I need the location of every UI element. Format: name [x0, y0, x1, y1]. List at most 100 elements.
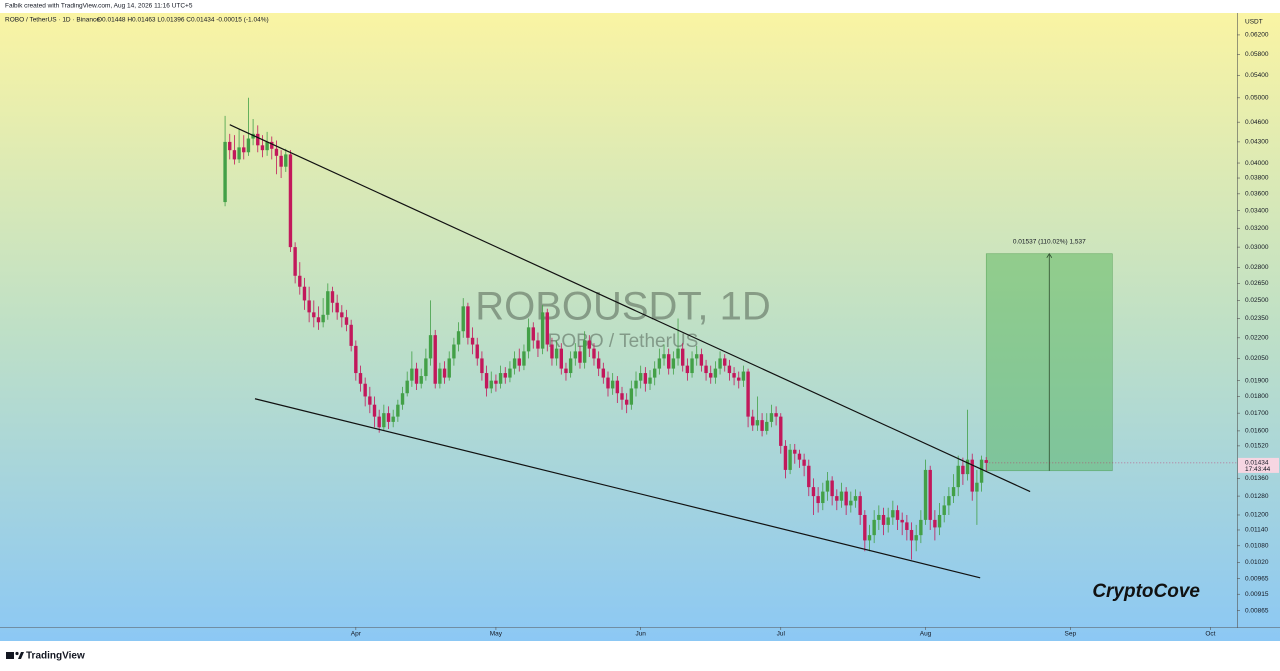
candle-body — [242, 147, 246, 153]
candle-body — [382, 413, 386, 428]
y-tick-label: 0.06200 — [1245, 32, 1269, 39]
candle-body — [783, 445, 788, 470]
candle-body — [933, 519, 937, 528]
candle-body — [928, 469, 932, 520]
candle-body — [704, 365, 708, 374]
candle-body — [284, 154, 288, 167]
candle-body — [335, 302, 339, 313]
candle-body — [582, 340, 587, 363]
candle-body — [881, 514, 886, 525]
candle-body — [461, 306, 465, 332]
candle-body — [652, 368, 657, 378]
y-tick-label: 0.01200 — [1245, 512, 1269, 519]
candle-body — [279, 155, 283, 167]
candle-body — [788, 449, 792, 470]
candle-body — [872, 519, 876, 536]
candle-body — [540, 312, 545, 349]
candle-body — [578, 351, 582, 363]
candle-body — [503, 373, 507, 378]
candle-body — [746, 371, 750, 417]
candle-body — [405, 380, 409, 394]
candle-body — [246, 138, 251, 153]
candle-body — [456, 331, 461, 345]
candle-body — [779, 416, 783, 446]
y-tick-label: 0.03200 — [1245, 225, 1269, 232]
y-tick-label: 0.01800 — [1245, 393, 1269, 400]
candle-body — [428, 335, 433, 359]
candle-body — [396, 404, 400, 417]
y-tick-label: 0.00865 — [1245, 607, 1269, 614]
candle-body — [657, 358, 662, 369]
candle-body — [564, 368, 568, 374]
candle-body — [816, 496, 820, 504]
y-tick-label: 0.04600 — [1245, 119, 1269, 126]
candle-body — [559, 348, 563, 369]
candle-body — [498, 373, 503, 384]
y-tick-label: 0.03600 — [1245, 191, 1269, 198]
candle-body — [508, 368, 512, 378]
candle-body — [956, 465, 960, 488]
candle-body — [681, 348, 685, 366]
candle-body — [615, 380, 620, 394]
candle-body — [643, 373, 648, 384]
candle-body — [905, 522, 909, 530]
candle-body — [732, 373, 736, 378]
y-tick-label: 0.02050 — [1245, 355, 1269, 362]
candle-body — [326, 291, 330, 315]
candle-body — [662, 354, 666, 359]
candle-body — [568, 358, 573, 374]
candle-body — [438, 368, 442, 384]
candle-body — [228, 141, 232, 151]
candle-body — [774, 413, 778, 417]
candle-body — [592, 348, 596, 359]
candle-body — [923, 469, 928, 520]
candle-body — [573, 351, 578, 359]
candle-body — [886, 517, 890, 525]
candle-body — [223, 141, 227, 203]
candle-body — [265, 141, 269, 151]
y-tick-label: 0.01520 — [1245, 443, 1269, 450]
y-tick-label: 0.02350 — [1245, 315, 1269, 322]
candle-body — [629, 388, 634, 405]
candle-body — [368, 396, 372, 405]
candle-body — [699, 354, 704, 366]
candle-body — [713, 368, 718, 378]
candle-body — [312, 312, 316, 318]
measure-label: 0.01537 (110.02%) 1,537 — [1013, 238, 1086, 245]
y-tick-label: 0.00915 — [1245, 591, 1269, 598]
candle-body — [709, 373, 713, 378]
candle-body — [601, 368, 606, 378]
last-price-box — [1238, 457, 1279, 473]
candle-body — [414, 368, 419, 384]
y-tick-label: 0.01080 — [1245, 542, 1269, 549]
candle-body — [755, 420, 760, 426]
y-tick-label: 0.03000 — [1245, 244, 1269, 251]
candle-body — [947, 496, 951, 506]
candle-body — [517, 358, 521, 366]
candle-body — [288, 154, 293, 248]
candle-body — [853, 496, 858, 501]
candle-body — [536, 340, 540, 349]
y-tick-label: 0.01600 — [1245, 428, 1269, 435]
candle-body — [363, 383, 367, 397]
candle-body — [825, 480, 830, 492]
x-tick-label: Apr — [351, 631, 362, 638]
candle-body — [620, 393, 624, 400]
candle-body — [811, 487, 816, 497]
y-tick-label: 0.02500 — [1245, 297, 1269, 304]
candle-body — [232, 150, 237, 160]
candle-body — [512, 358, 517, 369]
candle-body — [489, 380, 493, 389]
candle-body — [858, 496, 862, 515]
y-tick-label: 0.02200 — [1245, 335, 1269, 342]
candle-body — [307, 300, 311, 313]
candle-body — [685, 365, 690, 374]
candle-body — [723, 358, 727, 366]
candle-body — [737, 377, 741, 381]
candle-body — [797, 453, 802, 460]
candle-body — [433, 335, 437, 384]
candle-body — [550, 344, 554, 359]
candle-body — [354, 345, 358, 374]
candle-body — [442, 368, 447, 378]
candle-body — [695, 354, 699, 359]
